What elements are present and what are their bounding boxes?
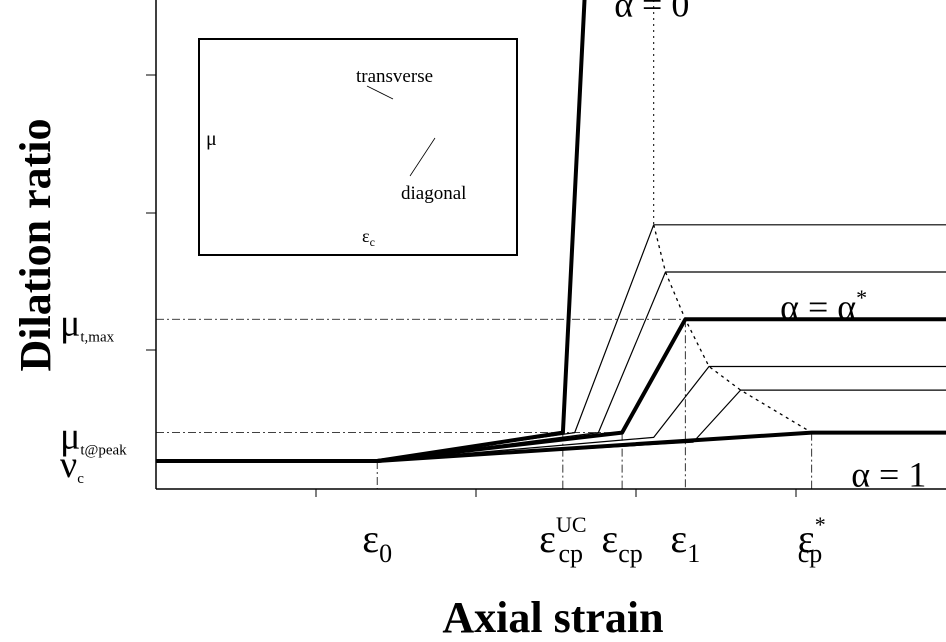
x-tick-label: ε0 (362, 516, 392, 568)
x-tick-main: ε (798, 516, 815, 561)
inset-eps-sub: c (370, 235, 375, 249)
series-line-3 (376, 317, 946, 463)
x-tick-label: ε1 (670, 516, 700, 568)
curve-labels: α = 0 α = α* α = 1 (614, 0, 926, 494)
inset-transverse-leader (366, 85, 394, 100)
inset-mu-label: μ (206, 128, 217, 150)
y-tick-label: μt,max (60, 302, 115, 345)
x-tick-sub: 1 (687, 539, 700, 568)
inset-eps-label: εc (362, 226, 375, 249)
x-tick-sub: 0 (379, 539, 392, 568)
y-tick-label: μt@peak (60, 416, 127, 459)
x-tick-label: εcp (601, 516, 642, 568)
curve-label: α = 1 (851, 454, 926, 494)
inset-eps-main: ε (362, 226, 370, 246)
inset-diagonal-label: diagonal (401, 183, 466, 204)
y-tick-main: μ (60, 416, 80, 458)
x-minor-ticks (315, 489, 797, 497)
y-tick-main: μ (60, 302, 80, 344)
x-tick-sub: cp (798, 539, 823, 568)
x-tick-label: εUC cp (539, 512, 586, 568)
reference-lines (156, 0, 813, 489)
x-tick-sub: cp (559, 539, 584, 568)
inset-legend: transverse μ diagonal εc (198, 38, 518, 256)
inset-diagonal-leader (409, 137, 436, 177)
series-line-6 (156, 430, 946, 463)
curve-label-main: α = α (780, 287, 856, 327)
series-layer (156, 0, 946, 463)
y-tick-sub: t,max (80, 329, 114, 345)
x-axis-title: Axial strain (442, 593, 663, 642)
curve-label-sup: * (856, 285, 867, 310)
curve-label-main: α = 1 (851, 454, 926, 494)
curve-label: α = 0 (614, 0, 689, 25)
x-tick-label: ε* cp (798, 512, 826, 568)
x-tick-sub: cp (618, 539, 643, 568)
x-tick-main: ε (362, 516, 379, 561)
y-tick-sub: t@peak (80, 443, 127, 459)
x-tick-main: ε (670, 516, 687, 561)
y-tick-sub: c (77, 471, 84, 487)
inset-transverse-label: transverse (356, 66, 433, 87)
curve-label: α = α* (780, 285, 867, 327)
curve-label-main: α = 0 (614, 0, 689, 25)
series-line-1 (377, 224, 946, 462)
x-tick-main: ε (601, 516, 618, 561)
y-minor-ticks (146, 74, 156, 351)
x-tick-sup: UC (556, 512, 587, 537)
x-tick-labels: ε0 εUC cp εcp ε1 ε* cp (362, 512, 825, 568)
x-tick-main: ε (539, 516, 556, 561)
series-line-4 (377, 365, 946, 462)
boundary-curve (653, 224, 813, 434)
y-tick-label: νc (60, 444, 84, 487)
y-axis-title: Dilation ratio (11, 119, 60, 372)
x-tick-sup: * (815, 512, 826, 537)
y-tick-main: ν (60, 444, 77, 486)
inset-frame (198, 38, 518, 256)
